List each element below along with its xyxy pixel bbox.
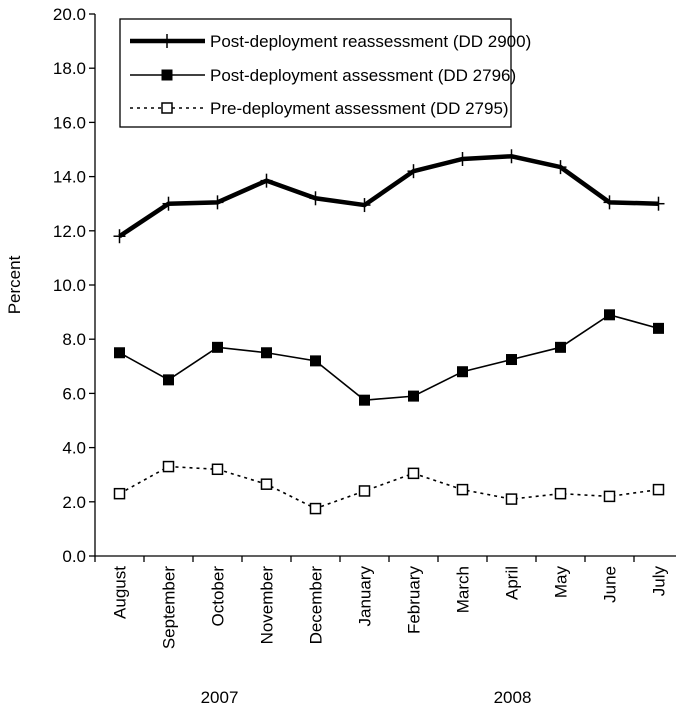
legend-box xyxy=(119,18,512,128)
data-point-filled-square xyxy=(457,366,468,378)
y-tick-label: 4.0 xyxy=(62,439,86,458)
y-tick-label: 2.0 xyxy=(62,493,86,512)
data-point-plus xyxy=(162,196,175,211)
data-point-open-square xyxy=(113,487,126,500)
data-point-open-square xyxy=(456,483,469,496)
data-point-open-square xyxy=(505,493,518,505)
legend-label: Post-deployment reassessment (DD 2900) xyxy=(210,32,531,51)
x-tick-label: March xyxy=(454,566,473,613)
data-point-plus xyxy=(407,164,420,179)
year-labels: 2007 2008 xyxy=(201,688,532,707)
data-point-plus xyxy=(309,191,322,206)
data-point-filled-square xyxy=(506,354,517,366)
legend: Post-deployment reassessment (DD 2900) Po… xyxy=(119,18,531,128)
x-tick-label: February xyxy=(405,566,424,635)
x-tick-label: January xyxy=(356,566,375,627)
legend-label: Post-deployment assessment (DD 2796) xyxy=(210,66,516,85)
year-label: 2008 xyxy=(494,688,532,707)
data-point-open-square xyxy=(554,487,567,500)
y-tick-label: 10.0 xyxy=(53,276,86,295)
year-label: 2007 xyxy=(201,688,239,707)
data-point-open-square xyxy=(309,502,322,515)
x-tick-label: December xyxy=(307,566,326,645)
data-point-filled-square xyxy=(408,390,419,402)
y-tick-label: 20.0 xyxy=(53,5,86,24)
data-point-plus xyxy=(456,151,469,166)
series-1 xyxy=(113,149,665,244)
x-tick-label: November xyxy=(258,566,277,645)
data-point-plus xyxy=(358,198,371,213)
x-tick-label: July xyxy=(650,566,669,597)
y-tick-label: 16.0 xyxy=(53,113,86,132)
data-point-open-square xyxy=(358,485,371,497)
data-point-open-square xyxy=(652,483,665,496)
y-tick-label: 8.0 xyxy=(62,330,86,349)
y-tick-label: 0.0 xyxy=(62,547,86,566)
y-axis-title: Percent xyxy=(5,255,24,314)
data-point-plus xyxy=(161,34,173,48)
y-tick-label: 14.0 xyxy=(53,168,86,187)
legend-entry: Pre-deployment assessment (DD 2795) xyxy=(130,99,509,118)
x-tick-label: June xyxy=(601,566,620,603)
series-line xyxy=(119,313,659,401)
data-point-plus xyxy=(113,229,126,244)
data-point-open-square xyxy=(161,102,173,114)
x-tick-label: October xyxy=(209,566,228,627)
legend-entry: Post-deployment reassessment (DD 2900) xyxy=(130,32,531,51)
series-2 xyxy=(114,309,664,406)
data-point-plus xyxy=(652,196,665,211)
data-point-open-square xyxy=(260,478,273,490)
data-point-filled-square xyxy=(261,347,272,359)
data-point-filled-square xyxy=(114,347,125,359)
series-3 xyxy=(113,460,665,515)
data-point-open-square xyxy=(407,467,420,480)
data-point-plus xyxy=(211,195,224,210)
data-point-open-square xyxy=(162,460,175,473)
data-point-filled-square xyxy=(310,355,321,367)
y-tick-label: 12.0 xyxy=(53,222,86,241)
series-line xyxy=(118,154,659,239)
data-point-plus xyxy=(505,149,518,164)
x-tick-label: April xyxy=(503,566,522,600)
x-tick-label: September xyxy=(160,566,179,649)
data-point-filled-square xyxy=(161,69,173,81)
data-point-filled-square xyxy=(212,341,223,353)
data-point-filled-square xyxy=(163,374,174,386)
data-point-open-square xyxy=(211,463,224,476)
legend-label: Pre-deployment assessment (DD 2795) xyxy=(210,99,509,118)
data-point-plus xyxy=(260,173,273,188)
data-point-plus xyxy=(603,195,616,210)
y-tick-label: 18.0 xyxy=(53,59,86,78)
series-line xyxy=(119,465,659,510)
data-point-plus xyxy=(554,160,567,175)
data-point-filled-square xyxy=(359,394,370,406)
x-ticks: August September October November December Ja… xyxy=(94,556,669,649)
x-tick-label: May xyxy=(552,566,571,599)
y-ticks: 0.0 2.0 4.0 6.0 8.0 10.0 12.0 14.0 16.0 18.0 20.0 xyxy=(53,5,95,566)
data-point-filled-square xyxy=(653,322,664,334)
y-tick-label: 6.0 xyxy=(62,384,86,403)
x-tick-label: August xyxy=(111,566,130,619)
legend-entry: Post-deployment assessment (DD 2796) xyxy=(130,66,516,85)
data-point-filled-square xyxy=(555,341,566,353)
data-point-filled-square xyxy=(604,309,615,321)
series-layer xyxy=(113,149,665,515)
data-point-open-square xyxy=(603,490,616,503)
